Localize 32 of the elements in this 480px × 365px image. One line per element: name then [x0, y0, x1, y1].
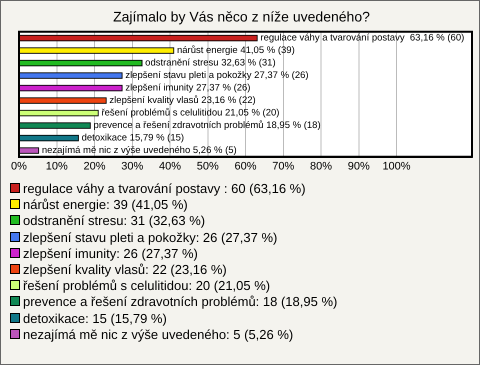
text: nezajímá mě nic z výše uvedeného: 5 (5,26 %): [23, 326, 294, 342]
text: zlepšení kvality vlasů: 22 (23,16 %): [23, 262, 227, 278]
data-label: zlepšení imunity 27,37 % (26): [125, 82, 250, 94]
x-tick-label: 10%: [46, 160, 68, 172]
text: řešení problémů s celulitidou: 20 (21,05 %): [23, 278, 270, 294]
x-tick-label: 30%: [121, 160, 144, 172]
x-tick-label: 100%: [382, 160, 411, 172]
text: regulace váhy a tvarování postavy : 60 (63,16 %): [23, 181, 306, 196]
text: nárůst energie: 39 (41,05 %): [23, 197, 188, 212]
x-tick-label: 0%: [11, 160, 28, 172]
text: zlepšení stavu pleti a pokožky: 26 (27,37 %): [23, 230, 278, 245]
data-label: nezajímá mě nic z výše uvedeného 5,26 % (5): [42, 145, 237, 156]
text: prevence a řešení zdravotních problémů: 18 (18,95 %): [23, 294, 338, 310]
x-tick-label: 50%: [196, 160, 219, 172]
x-tick-label: 40%: [158, 160, 182, 172]
data-label: zlepšení stavu pleti a pokožky 27,37 % (26): [125, 70, 309, 82]
text: zlepšení imunity: 26 (27,37 %): [23, 246, 198, 261]
data-label: zlepšení kvality vlasů 23,16 % (22): [109, 95, 256, 106]
data-label: nárůst energie 41,05 % (39): [176, 45, 295, 56]
data-label: detoxikace 15,79 % (15): [82, 132, 184, 144]
data-label: odstranění stresu 32,63 % (31): [145, 58, 276, 69]
chart-title: Zajímalo by Vás něco z níže uvedeného?: [113, 8, 370, 24]
x-tick-label: 90%: [348, 160, 370, 172]
x-tick-label: 20%: [83, 160, 106, 172]
text: detoxikace: 15 (15,79 %): [23, 310, 167, 326]
x-tick-label: 80%: [310, 160, 332, 172]
text: odstranění stresu: 31 (32,63 %): [23, 213, 206, 228]
data-label: řešení problémů s celulitidou 21,05 % (20): [101, 108, 280, 119]
data-label: prevence a řešení zdravotních problémů 18,95 % (18): [94, 120, 321, 132]
data-label: regulace váhy a tvarování postavy 63,16 % (60): [260, 32, 464, 44]
x-tick-label: 70%: [272, 160, 294, 172]
x-tick-label: 60%: [234, 160, 257, 172]
